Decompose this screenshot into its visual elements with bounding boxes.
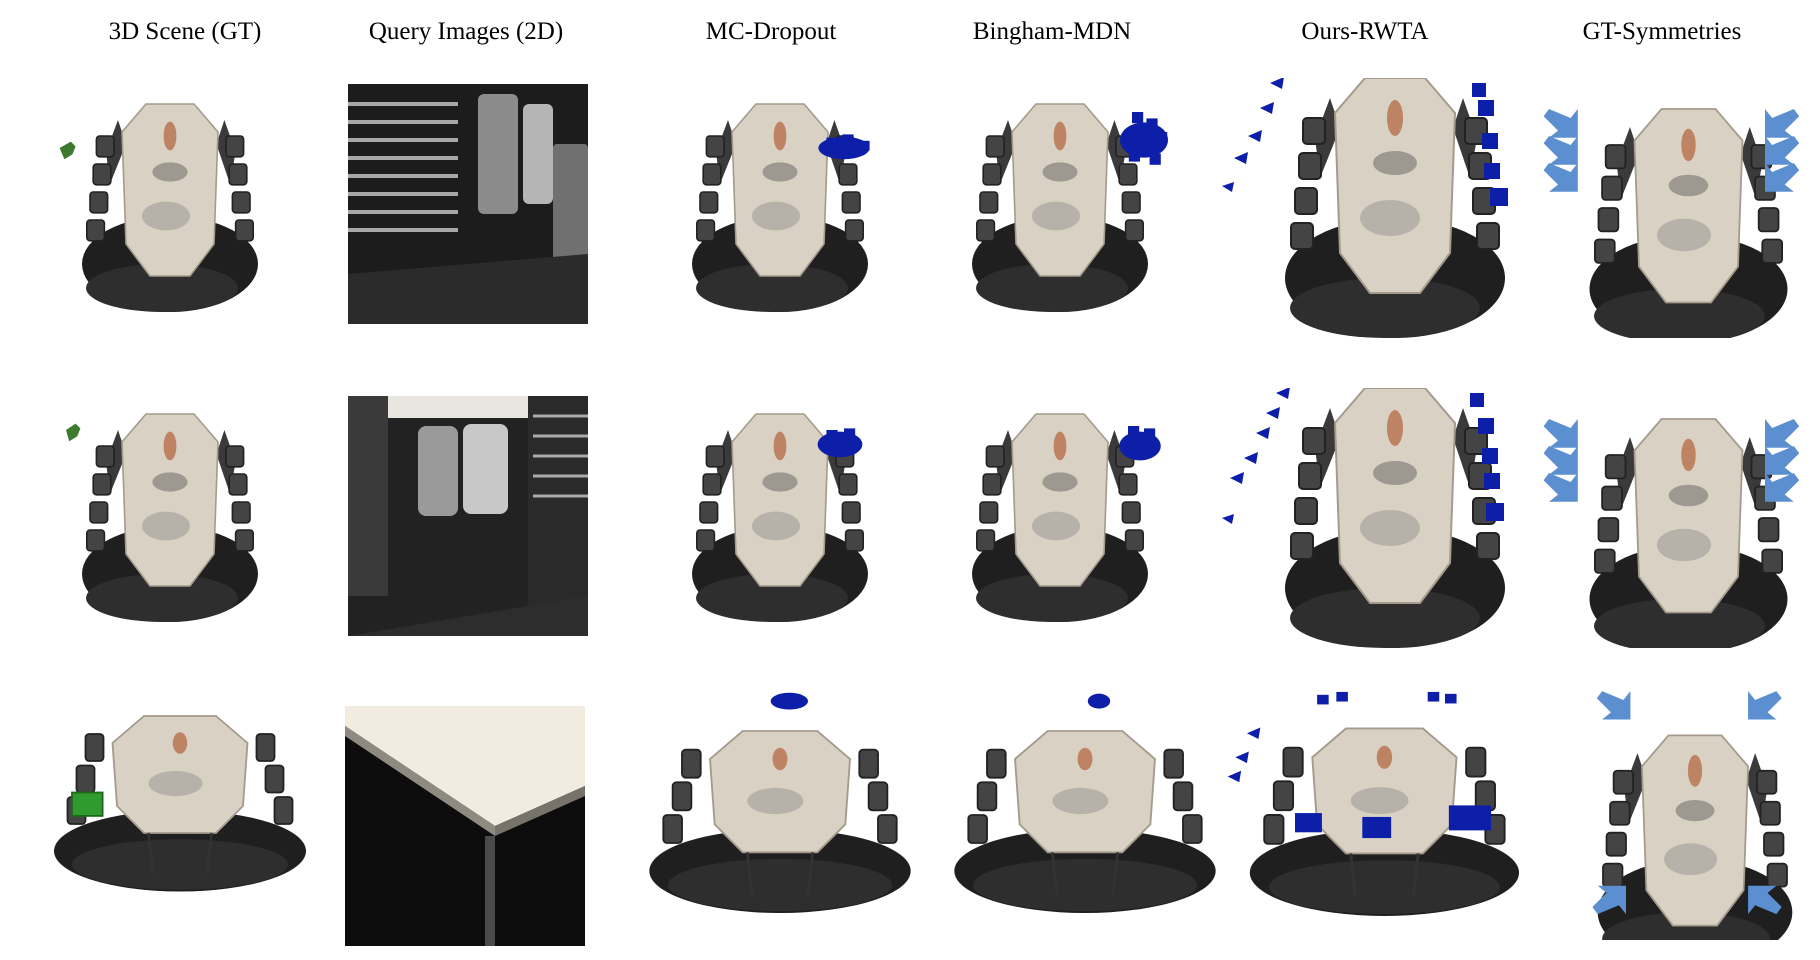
prediction-cluster xyxy=(817,428,863,458)
prediction-cluster xyxy=(1222,78,1508,206)
query-image-row3 xyxy=(345,706,585,946)
query-image-row2 xyxy=(348,396,588,636)
mc-dropout-row2 xyxy=(691,413,869,623)
prediction-cluster xyxy=(1087,693,1111,709)
gt-symmetries-row2 xyxy=(1543,418,1800,648)
query-image-row1 xyxy=(348,84,588,324)
column-header-query-images: Query Images (2D) xyxy=(368,18,564,45)
column-header-3d-scene: 3D Scene (GT) xyxy=(108,18,262,45)
gt-pose-marker xyxy=(71,791,104,817)
column-header-gt-symmetries: GT-Symmetries xyxy=(1582,18,1742,45)
scene-gt-row3 xyxy=(52,714,308,893)
gt-pose-marker xyxy=(66,423,81,442)
ours-rwta-row3 xyxy=(1227,691,1520,918)
prediction-cluster xyxy=(818,134,870,160)
column-header-bingham-mdn: Bingham-MDN xyxy=(972,18,1132,45)
column-header-mc-dropout: MC-Dropout xyxy=(705,18,837,45)
gt-symmetries-row1 xyxy=(1543,108,1800,338)
bingham-mdn-row1 xyxy=(971,103,1168,313)
gt-symmetries-row3 xyxy=(1592,691,1794,940)
ours-rwta-row2 xyxy=(1222,388,1506,648)
scene-gt-row1 xyxy=(59,103,259,313)
prediction-cluster xyxy=(1119,426,1161,461)
gt-pose-marker xyxy=(59,141,76,160)
scene-gt-row2 xyxy=(66,413,259,623)
prediction-cluster xyxy=(1227,691,1492,839)
mc-dropout-row3 xyxy=(647,692,913,915)
prediction-cluster xyxy=(1120,112,1168,165)
bingham-mdn-row2 xyxy=(971,413,1161,623)
bingham-mdn-row3 xyxy=(952,693,1218,915)
mc-dropout-row1 xyxy=(691,103,870,313)
prediction-cluster xyxy=(770,692,808,710)
ours-rwta-row1 xyxy=(1222,78,1508,338)
prediction-cluster xyxy=(1222,388,1504,524)
column-header-ours-rwta: Ours-RWTA xyxy=(1301,18,1429,45)
